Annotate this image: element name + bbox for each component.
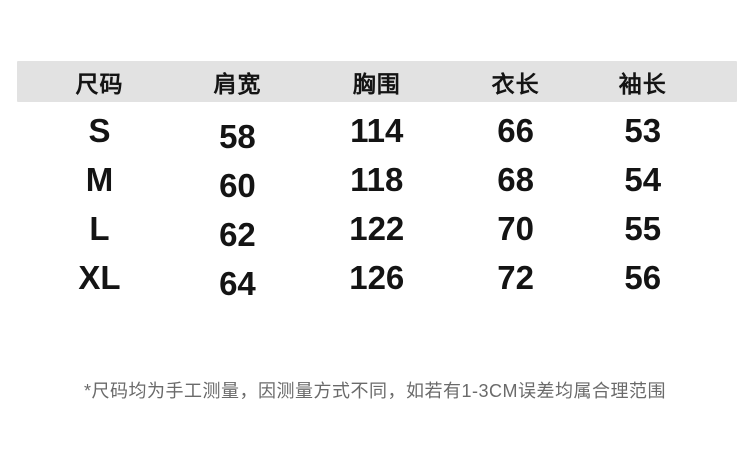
- sleeve-value: 53: [624, 111, 662, 149]
- bust-value: 122: [349, 209, 405, 247]
- header-garment-length: 衣长: [491, 70, 540, 97]
- size-table-header-row: 尺码 肩宽 胸围 衣长 袖长: [17, 61, 737, 102]
- size-table-body: S 58 114 66 53 M 60 118 68 54 L 62 122 7…: [17, 102, 737, 302]
- shoulder-value: 60: [219, 166, 256, 204]
- size-label: S: [88, 111, 111, 149]
- length-value: 70: [497, 209, 534, 247]
- table-row-m: M 60 118 68 54: [17, 155, 737, 204]
- size-label: L: [89, 209, 110, 247]
- table-row-s: S 58 114 66 53: [17, 106, 737, 155]
- size-table: 尺码 肩宽 胸围 衣长 袖长 S 58 114 66 53 M 60 118 6…: [17, 61, 737, 302]
- table-row-xl: XL 64 126 72 56: [17, 253, 737, 302]
- header-size: 尺码: [75, 70, 124, 97]
- sleeve-value: 55: [624, 209, 662, 247]
- sleeve-value: 54: [624, 160, 662, 198]
- length-value: 68: [497, 160, 534, 198]
- size-label: M: [85, 160, 114, 198]
- header-bust: 胸围: [352, 70, 401, 97]
- shoulder-value: 58: [219, 117, 256, 155]
- shoulder-value: 64: [219, 264, 256, 302]
- header-sleeve-length: 袖长: [618, 70, 667, 97]
- sleeve-value: 56: [624, 258, 662, 296]
- bust-value: 126: [349, 258, 405, 296]
- length-value: 66: [497, 111, 534, 149]
- measurement-disclaimer: *尺码均为手工测量，因测量方式不同，如若有1-3CM误差均属合理范围: [83, 381, 666, 401]
- length-value: 72: [497, 258, 534, 296]
- table-row-l: L 62 122 70 55: [17, 204, 737, 253]
- shoulder-value: 62: [219, 215, 256, 253]
- header-shoulder-width: 肩宽: [213, 70, 262, 97]
- bust-value: 118: [350, 160, 404, 198]
- size-label: XL: [78, 258, 121, 296]
- bust-value: 114: [350, 111, 404, 149]
